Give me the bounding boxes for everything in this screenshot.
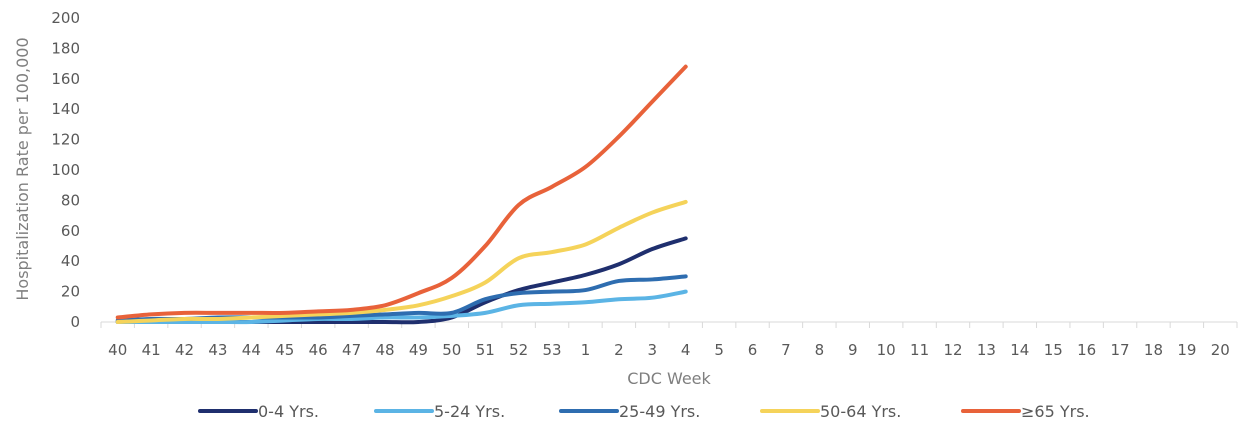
y-axis: 0 20 40 60 80 100 120 140 160 180 200	[51, 9, 80, 331]
x-tick-label: 20	[1211, 341, 1230, 359]
x-tick-label: 48	[375, 341, 394, 359]
x-tick-label: 50	[442, 341, 461, 359]
x-tick-label: 13	[977, 341, 996, 359]
x-tick-label: 18	[1144, 341, 1163, 359]
x-tick-label: 14	[1010, 341, 1029, 359]
x-tick-label: 45	[275, 341, 294, 359]
legend: 0-4 Yrs. 5-24 Yrs. 25-49 Yrs. 50-64 Yrs. ≥65…	[198, 402, 1090, 421]
x-tick-label: 9	[848, 341, 858, 359]
x-tick-label: 15	[1044, 341, 1063, 359]
x-axis-title: CDC Week	[627, 369, 711, 388]
x-axis: 40 41 42 43 44 45 46 47 48 49 50 51 52 53 1 2 3 4 5 6 7 8 9 10 1…	[100, 321, 1238, 359]
x-tick-label: 49	[409, 341, 428, 359]
x-tick-label: 44	[242, 341, 261, 359]
y-tick-label: 140	[51, 100, 80, 118]
x-tick-label: 51	[476, 341, 495, 359]
x-tick-label: 47	[342, 341, 361, 359]
series-line-4	[115, 64, 688, 320]
x-tick-label: 5	[714, 341, 724, 359]
legend-label: 25-49 Yrs.	[619, 402, 700, 421]
x-tick-label: 46	[309, 341, 328, 359]
y-axis-title: Hospitalization Rate per 100,000	[13, 37, 32, 300]
x-tick-label: 3	[648, 341, 658, 359]
y-tick-label: 80	[61, 191, 80, 209]
x-tick-label: 10	[877, 341, 896, 359]
legend-label: 0-4 Yrs.	[258, 402, 319, 421]
x-tick-label: 11	[910, 341, 929, 359]
x-tick-label: 42	[175, 341, 194, 359]
y-tick-label: 0	[70, 313, 80, 331]
legend-label: 5-24 Yrs.	[434, 402, 505, 421]
y-tick-label: 100	[51, 161, 80, 179]
y-tick-label: 20	[61, 283, 80, 301]
y-tick-label: 160	[51, 70, 80, 88]
x-tick-label: 12	[943, 341, 962, 359]
x-tick-label: 43	[208, 341, 227, 359]
y-tick-label: 60	[61, 222, 80, 240]
x-tick-label: 2	[614, 341, 624, 359]
x-tick-label: 7	[781, 341, 791, 359]
series-line-1	[115, 289, 688, 325]
x-tick-label: 4	[681, 341, 691, 359]
y-tick-label: 40	[61, 252, 80, 270]
x-tick-label: 19	[1177, 341, 1196, 359]
y-tick-label: 120	[51, 131, 80, 149]
x-tick-label: 40	[108, 341, 127, 359]
series-lines	[115, 64, 688, 325]
x-tick-label: 1	[581, 341, 591, 359]
legend-label: 50-64 Yrs.	[820, 402, 901, 421]
x-tick-label: 16	[1077, 341, 1096, 359]
x-tick-label: 53	[543, 341, 562, 359]
legend-label: ≥65 Yrs.	[1021, 402, 1090, 421]
x-tick-label: 41	[142, 341, 161, 359]
x-tick-label: 6	[748, 341, 758, 359]
x-tick-label: 52	[509, 341, 528, 359]
y-tick-label: 200	[51, 9, 80, 27]
y-tick-label: 180	[51, 39, 80, 57]
x-tick-label: 17	[1111, 341, 1130, 359]
series-line-3	[115, 199, 688, 324]
x-tick-label: 8	[815, 341, 825, 359]
